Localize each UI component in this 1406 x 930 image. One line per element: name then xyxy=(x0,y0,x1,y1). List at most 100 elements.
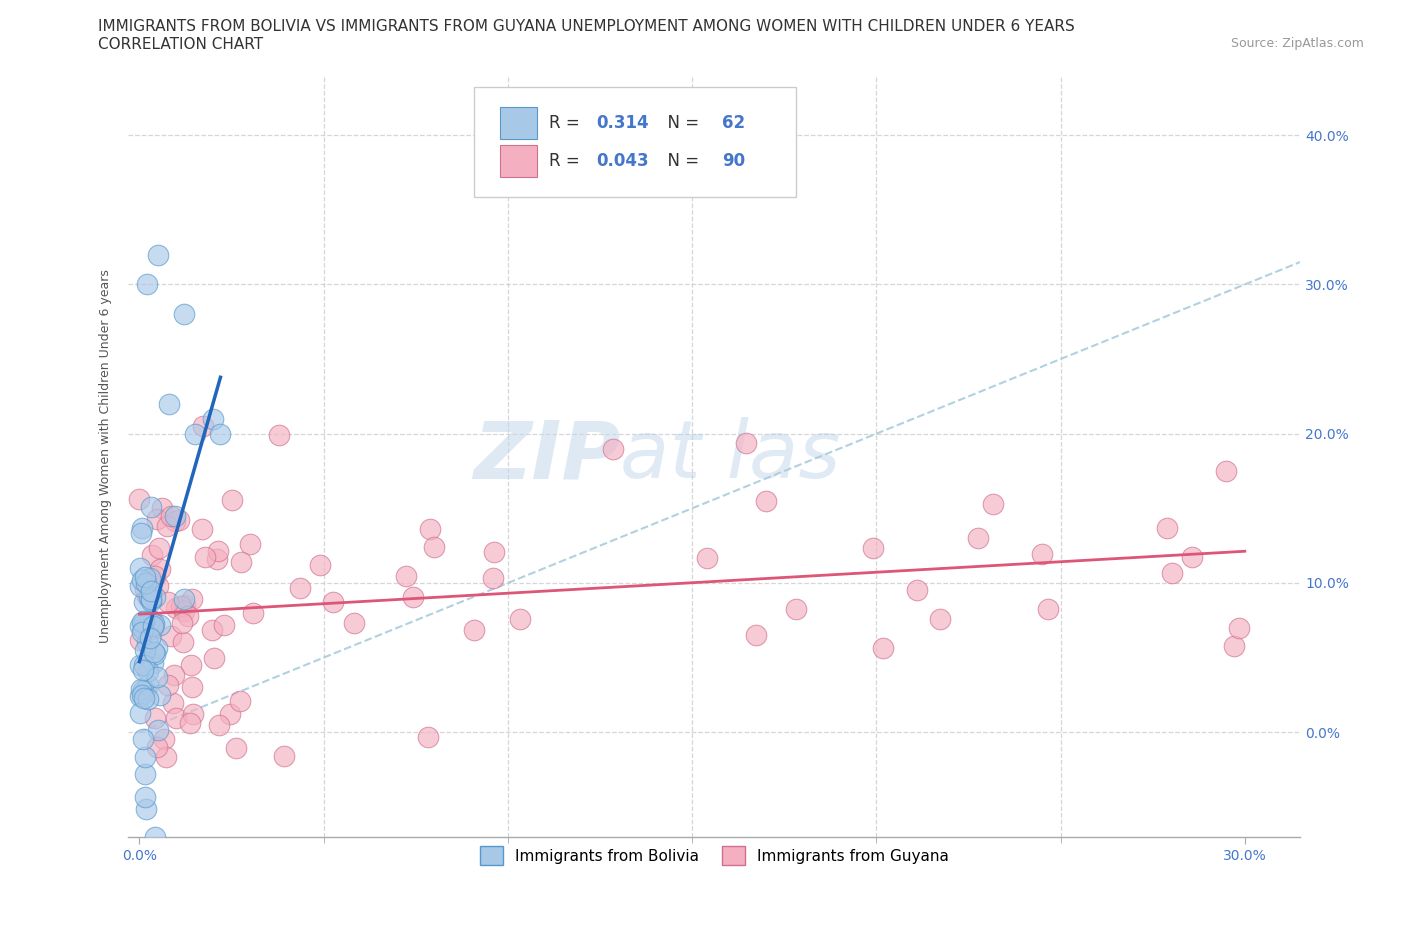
Point xyxy=(143,711,166,725)
Point xyxy=(463,622,485,637)
Point xyxy=(139,571,162,586)
Point xyxy=(696,551,718,565)
Point xyxy=(131,625,153,640)
Point xyxy=(966,531,988,546)
Point xyxy=(745,628,768,643)
Text: 0.043: 0.043 xyxy=(596,153,648,170)
Text: CORRELATION CHART: CORRELATION CHART xyxy=(98,37,263,52)
Point xyxy=(181,679,204,694)
Point xyxy=(134,569,156,584)
Y-axis label: Unemployment Among Women with Children Under 6 years: Unemployment Among Women with Children U… xyxy=(100,269,112,643)
Point xyxy=(395,568,418,583)
Point xyxy=(221,492,243,507)
Point xyxy=(163,513,186,528)
Point xyxy=(602,442,624,457)
Point xyxy=(132,662,155,677)
Point xyxy=(201,622,224,637)
Point xyxy=(132,658,155,672)
Point xyxy=(139,613,162,628)
Point xyxy=(146,723,169,737)
Point xyxy=(143,646,166,661)
Point xyxy=(136,692,159,707)
Point xyxy=(131,614,153,629)
Point xyxy=(132,621,155,636)
Point xyxy=(181,707,204,722)
Point xyxy=(322,594,344,609)
Point xyxy=(146,247,169,262)
Point xyxy=(134,750,156,764)
Point xyxy=(128,578,150,593)
Point xyxy=(139,594,162,609)
Point xyxy=(204,651,226,666)
Point xyxy=(755,494,778,509)
Point xyxy=(208,718,231,733)
Point xyxy=(150,500,173,515)
Point xyxy=(131,687,153,702)
Point xyxy=(160,629,183,644)
Point xyxy=(134,594,156,609)
Point xyxy=(146,739,169,754)
Point xyxy=(131,573,153,588)
Point xyxy=(173,307,195,322)
Point xyxy=(181,592,204,607)
Point xyxy=(134,614,156,629)
Point xyxy=(905,582,928,597)
Point xyxy=(239,537,262,551)
Point xyxy=(132,732,155,747)
Point xyxy=(142,644,165,659)
Text: 90: 90 xyxy=(723,153,745,170)
Point xyxy=(142,614,165,629)
Point xyxy=(134,642,156,657)
Point xyxy=(1181,550,1204,565)
Point xyxy=(172,616,194,631)
Point xyxy=(136,664,159,679)
Point xyxy=(128,658,150,672)
Point xyxy=(132,683,155,698)
Point xyxy=(173,604,195,618)
Point xyxy=(484,544,506,559)
Point xyxy=(129,688,152,703)
Point xyxy=(981,497,1004,512)
Point xyxy=(146,578,169,593)
Point xyxy=(131,521,153,536)
Point xyxy=(308,558,330,573)
Text: ZIP: ZIP xyxy=(472,417,620,495)
Point xyxy=(183,426,205,441)
Text: IMMIGRANTS FROM BOLIVIA VS IMMIGRANTS FROM GUYANA UNEMPLOYMENT AMONG WOMEN WITH : IMMIGRANTS FROM BOLIVIA VS IMMIGRANTS FR… xyxy=(98,19,1076,33)
Point xyxy=(180,658,202,672)
Point xyxy=(212,618,235,632)
Point xyxy=(134,581,156,596)
Point xyxy=(929,612,952,627)
Point xyxy=(138,631,160,645)
Text: R =: R = xyxy=(548,114,585,132)
Point xyxy=(132,691,155,706)
FancyBboxPatch shape xyxy=(474,86,796,197)
Point xyxy=(143,590,166,604)
Point xyxy=(194,550,217,565)
Point xyxy=(267,428,290,443)
Point xyxy=(229,554,252,569)
Point xyxy=(146,670,169,684)
Point xyxy=(167,512,190,527)
Point xyxy=(159,509,181,524)
Point xyxy=(141,618,163,633)
Point xyxy=(1161,566,1184,581)
Point xyxy=(290,580,312,595)
Point xyxy=(1038,602,1060,617)
Point xyxy=(135,589,157,604)
Point xyxy=(1223,638,1246,653)
Point xyxy=(143,568,166,583)
Point xyxy=(418,729,440,744)
Point xyxy=(207,551,229,566)
Point xyxy=(1227,621,1250,636)
Point xyxy=(165,509,187,524)
Point xyxy=(135,576,157,591)
Point xyxy=(165,600,187,615)
Text: R =: R = xyxy=(548,153,585,170)
Point xyxy=(862,540,884,555)
Point xyxy=(177,609,200,624)
Point xyxy=(128,632,150,647)
Point xyxy=(1215,463,1237,478)
Point xyxy=(1031,546,1053,561)
Point xyxy=(142,617,165,631)
